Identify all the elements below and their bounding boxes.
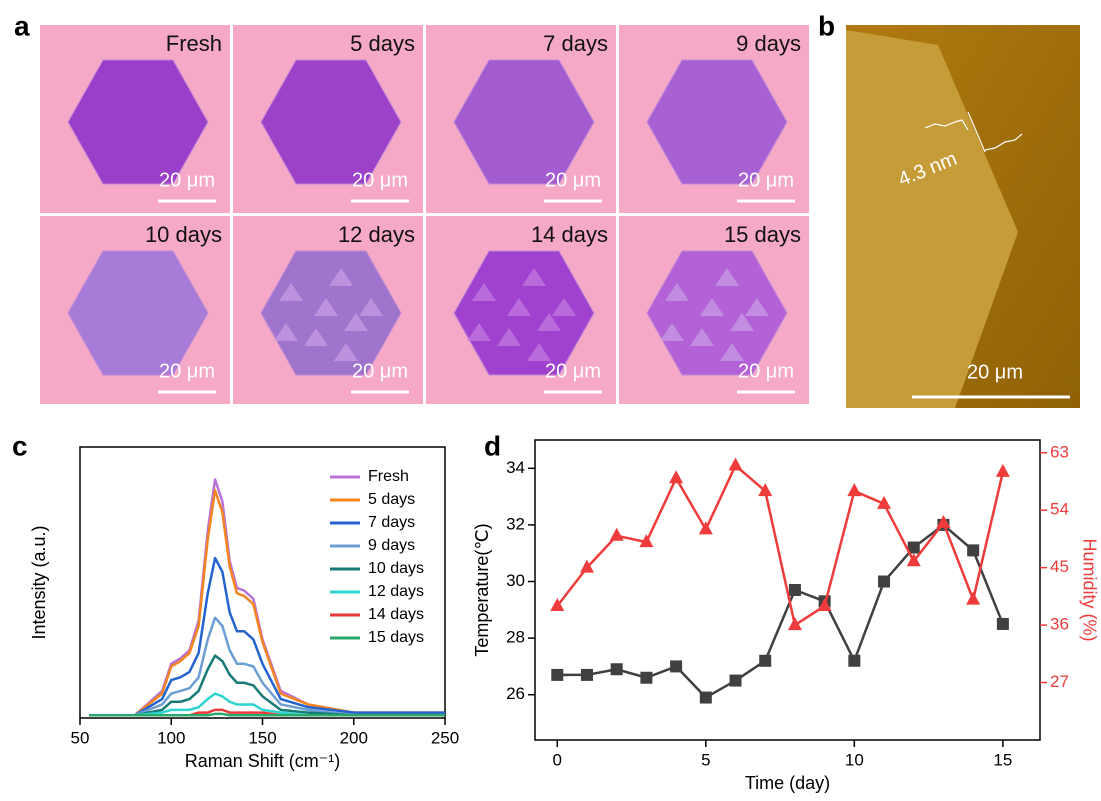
x-tick-label: 200 [340,728,368,747]
scale-bar-label: 20 μm [545,360,601,382]
scale-bar-label: 20 μm [967,361,1023,383]
marker [551,669,563,681]
scale-bar-label: 20 μm [352,360,408,382]
panel-label: a [14,10,30,41]
panel-label: b [818,10,835,41]
x-tick-label: 5 [701,750,710,769]
panel-label: d [484,430,501,461]
image-caption: 14 days [531,222,608,247]
image-caption: 12 days [338,222,415,247]
y2-tick-label: 36 [1050,615,1069,634]
y-axis-label: Intensity (a.u.) [29,525,49,639]
y2-axis-label: Humidity (%) [1079,538,1099,641]
marker [669,470,683,483]
y2-tick-label: 27 [1050,672,1069,691]
marker [878,576,890,588]
legend-label: 15 days [368,629,424,646]
marker [789,584,801,596]
image-caption: 7 days [543,31,608,56]
legend-label: 12 days [368,583,424,600]
y-axis-label: Temperature(℃) [472,523,492,656]
marker [759,655,771,667]
figure: a Fresh 20 μm 5 days 20 μm 7 days 20 μm 9 days 2… [0,0,1101,796]
series-line [89,656,445,716]
y-tick-label: 26 [506,684,525,703]
series-line [557,525,1003,698]
scale-bar-label: 20 μm [159,360,215,382]
image-caption: 15 days [724,222,801,247]
x-tick-label: 0 [553,750,562,769]
series-line [89,714,445,715]
series-line [557,466,1003,626]
scale-bar-label: 20 μm [159,169,215,191]
y-tick-label: 30 [506,571,525,590]
x-tick-label: 50 [71,728,90,747]
legend-label: 14 days [368,606,424,623]
x-tick-label: 250 [431,728,459,747]
x-tick-label: 15 [993,750,1012,769]
image-caption: Fresh [166,31,222,56]
y2-tick-label: 54 [1050,500,1069,519]
marker [730,675,742,687]
scale-bar-label: 20 μm [738,169,794,191]
legend-label: 5 days [368,491,415,508]
marker [966,592,980,605]
scale-bar-label: 20 μm [738,360,794,382]
image-caption: 5 days [350,31,415,56]
marker [610,528,624,541]
marker [847,483,861,496]
marker [997,618,1009,630]
y-tick-label: 32 [506,514,525,533]
image-caption: 9 days [736,31,801,56]
y2-tick-label: 63 [1050,442,1069,461]
marker [758,483,772,496]
y-tick-label: 34 [506,458,525,477]
marker [700,692,712,704]
legend-label: 9 days [368,537,415,554]
marker [581,669,593,681]
scale-bar-label: 20 μm [352,169,408,191]
legend-label: 10 days [368,560,424,577]
x-tick-label: 100 [157,728,185,747]
scale-bar-label: 20 μm [545,169,601,191]
page: {"panel_a": {"label": "a", "images": [ {… [0,0,1101,801]
marker [729,458,743,471]
marker [640,672,652,684]
marker [611,663,623,675]
marker [848,655,860,667]
marker [996,464,1010,477]
legend-label: Fresh [368,468,409,485]
panel-label: c [12,430,28,461]
image-caption: 10 days [145,222,222,247]
x-tick-label: 150 [248,728,276,747]
marker [967,544,979,556]
y-tick-label: 28 [506,628,525,647]
x-tick-label: 10 [845,750,864,769]
x-axis-label: Time (day) [745,773,830,793]
marker [788,617,802,630]
y2-tick-label: 45 [1050,557,1069,576]
marker [670,660,682,672]
legend-label: 7 days [368,514,415,531]
x-axis-label: Raman Shift (cm⁻¹) [185,751,341,771]
